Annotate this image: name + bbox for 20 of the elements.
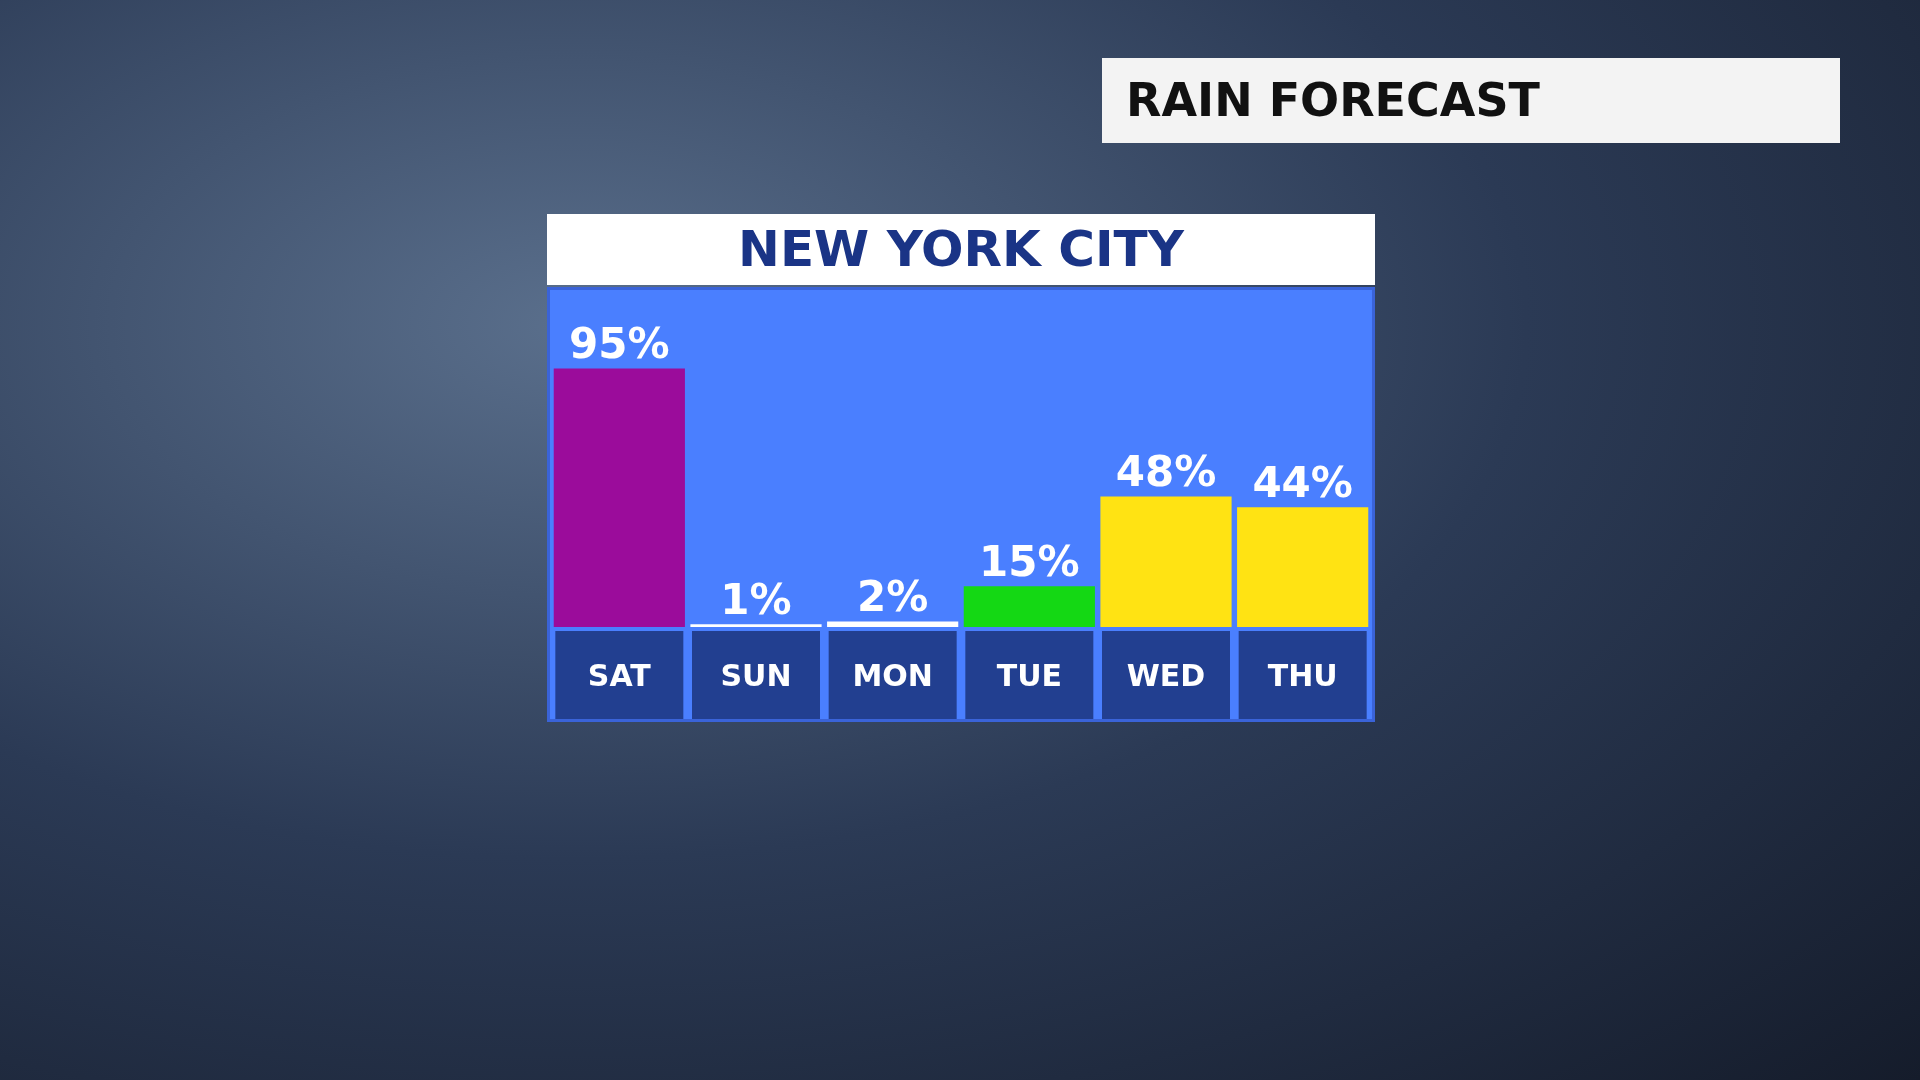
data-label: 1% xyxy=(720,574,792,624)
x-tick-label: TUE xyxy=(996,657,1062,693)
data-label: 15% xyxy=(979,536,1080,586)
x-tick-label: MON xyxy=(852,657,933,693)
x-tick-label: WED xyxy=(1126,657,1206,693)
data-label: 2% xyxy=(857,572,929,622)
data-label: 48% xyxy=(1115,446,1217,496)
data-label: 44% xyxy=(1252,457,1353,507)
bar xyxy=(553,368,685,627)
data-label: 95% xyxy=(569,319,670,369)
bar xyxy=(690,624,822,627)
bar xyxy=(827,621,959,627)
chart-subtitle: NEW YORK CITY xyxy=(547,214,1375,285)
x-tick-label: SAT xyxy=(587,657,652,693)
x-tick-label: SUN xyxy=(720,657,792,693)
x-tick-label: THU xyxy=(1267,657,1338,693)
chart-title: RAIN FORECAST xyxy=(1102,58,1840,143)
bar xyxy=(1100,496,1232,627)
bar xyxy=(1237,507,1369,627)
bar xyxy=(963,586,1095,627)
